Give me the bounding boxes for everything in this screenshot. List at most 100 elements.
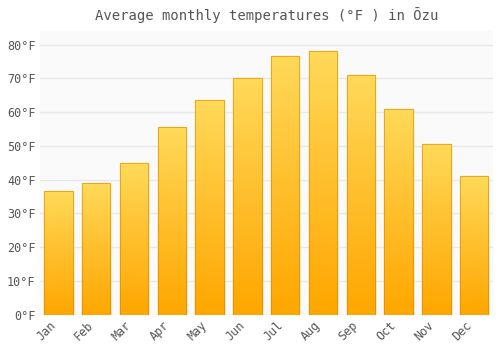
Bar: [196, 250, 224, 254]
Bar: [271, 144, 300, 149]
Bar: [460, 290, 488, 293]
Bar: [271, 242, 300, 247]
Bar: [44, 302, 72, 305]
Bar: [271, 263, 300, 268]
Bar: [384, 286, 413, 290]
Bar: [422, 161, 450, 164]
Bar: [271, 77, 300, 82]
Bar: [309, 241, 337, 246]
Bar: [460, 303, 488, 306]
Bar: [44, 228, 72, 231]
Bar: [82, 206, 110, 209]
Bar: [309, 62, 337, 67]
Bar: [196, 298, 224, 302]
Bar: [196, 293, 224, 298]
Bar: [309, 246, 337, 251]
Bar: [120, 281, 148, 284]
Bar: [196, 203, 224, 208]
Bar: [82, 220, 110, 222]
Bar: [309, 272, 337, 278]
Bar: [309, 67, 337, 72]
Bar: [422, 243, 450, 246]
Bar: [120, 163, 148, 315]
Bar: [309, 51, 337, 315]
Bar: [158, 187, 186, 191]
Bar: [346, 305, 375, 310]
Bar: [422, 239, 450, 243]
Bar: [82, 259, 110, 262]
Bar: [82, 278, 110, 280]
Bar: [422, 260, 450, 264]
Bar: [384, 178, 413, 183]
Bar: [44, 275, 72, 278]
Bar: [120, 278, 148, 281]
Bar: [384, 273, 413, 278]
Bar: [346, 214, 375, 219]
Bar: [120, 251, 148, 254]
Bar: [82, 267, 110, 270]
Bar: [346, 89, 375, 94]
Bar: [196, 173, 224, 177]
Bar: [44, 191, 72, 315]
Bar: [82, 301, 110, 304]
Bar: [309, 120, 337, 125]
Bar: [384, 232, 413, 236]
Bar: [422, 195, 450, 199]
Bar: [271, 279, 300, 284]
Bar: [460, 209, 488, 212]
Bar: [234, 88, 262, 92]
Bar: [309, 288, 337, 294]
Bar: [422, 267, 450, 270]
Bar: [460, 312, 488, 315]
Bar: [196, 177, 224, 182]
Bar: [422, 178, 450, 182]
Bar: [384, 278, 413, 282]
Bar: [196, 113, 224, 117]
Bar: [196, 208, 224, 212]
Bar: [234, 107, 262, 111]
Bar: [234, 126, 262, 130]
Bar: [460, 232, 488, 234]
Bar: [271, 186, 300, 191]
Bar: [120, 245, 148, 248]
Bar: [44, 223, 72, 226]
Bar: [44, 238, 72, 241]
Bar: [346, 161, 375, 166]
Bar: [158, 296, 186, 300]
Bar: [422, 226, 450, 229]
Bar: [346, 171, 375, 176]
Bar: [82, 291, 110, 294]
Bar: [196, 143, 224, 147]
Bar: [460, 184, 488, 187]
Bar: [384, 158, 413, 162]
Bar: [234, 272, 262, 277]
Bar: [309, 294, 337, 299]
Bar: [346, 104, 375, 108]
Bar: [44, 194, 72, 196]
Bar: [82, 309, 110, 312]
Bar: [234, 159, 262, 163]
Bar: [384, 129, 413, 133]
Bar: [384, 212, 413, 216]
Bar: [120, 248, 148, 251]
Bar: [422, 158, 450, 161]
Bar: [384, 162, 413, 166]
Bar: [120, 163, 148, 315]
Bar: [82, 212, 110, 215]
Bar: [44, 305, 72, 307]
Bar: [234, 196, 262, 201]
Bar: [234, 78, 262, 315]
Bar: [234, 286, 262, 291]
Bar: [234, 248, 262, 253]
Bar: [196, 272, 224, 276]
Bar: [346, 108, 375, 113]
Bar: [271, 62, 300, 66]
Bar: [120, 181, 148, 184]
Bar: [384, 220, 413, 224]
Bar: [234, 211, 262, 215]
Bar: [44, 282, 72, 285]
Bar: [346, 123, 375, 128]
Bar: [346, 99, 375, 104]
Bar: [158, 157, 186, 161]
Bar: [82, 262, 110, 265]
